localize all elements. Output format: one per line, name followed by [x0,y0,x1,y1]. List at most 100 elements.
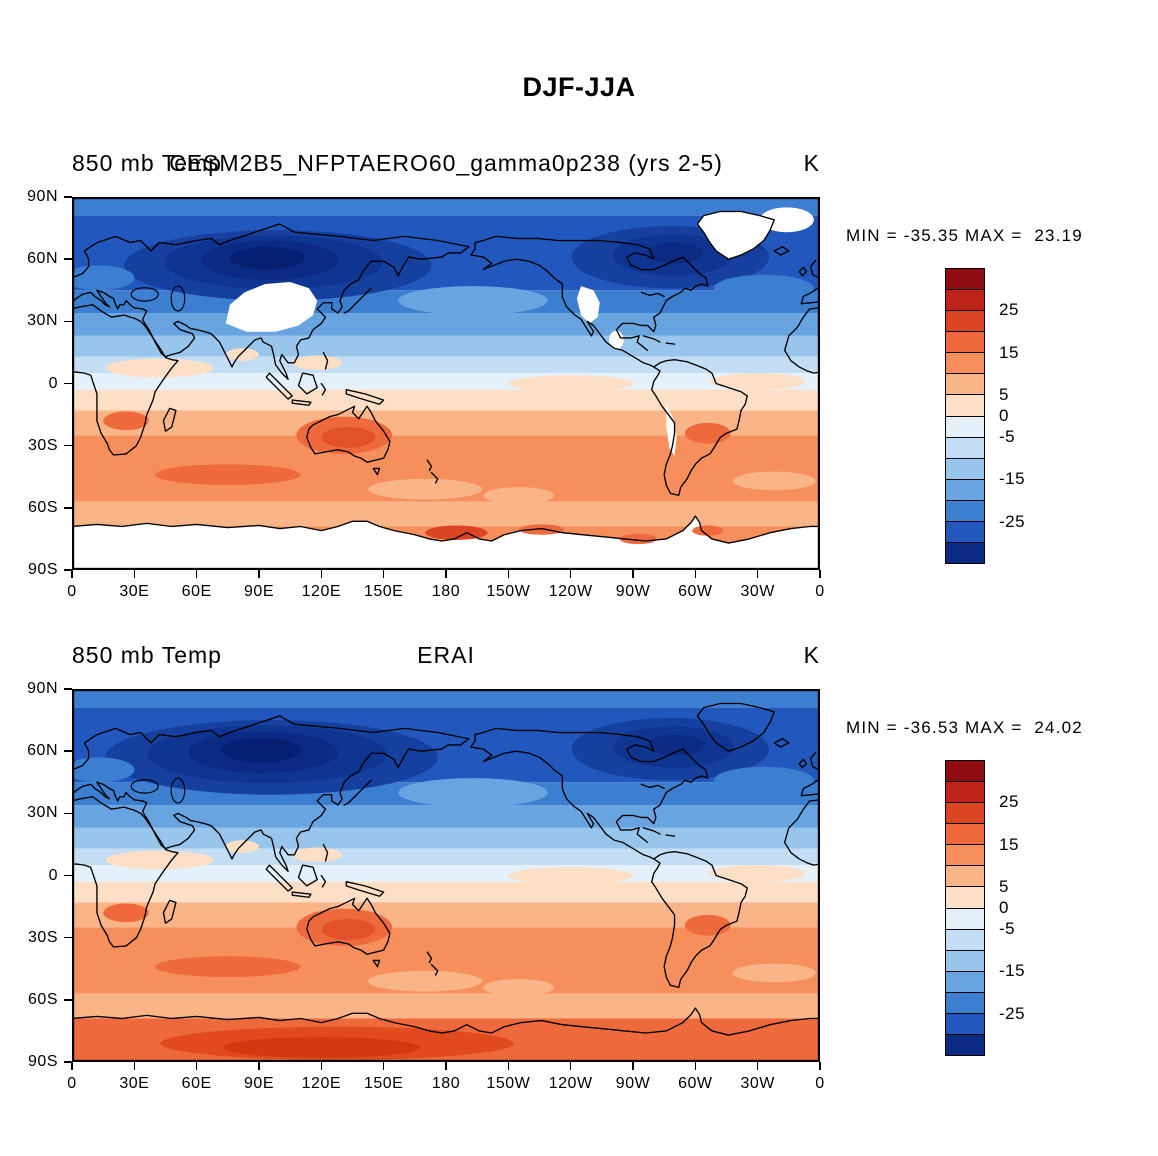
panel1-temperature-map [72,197,820,570]
colorbar-segment [945,823,985,846]
colorbar-label: 0 [999,406,1009,425]
colorbar-segment [945,289,985,312]
x-tick-label: 90W [615,1075,651,1092]
colorbar-label: -15 [999,961,1026,981]
x-tick-label: 150E [363,583,404,600]
panel2-title-center: ERAI [417,642,475,668]
colorbar-label: -15 [999,469,1026,489]
x-tickmark [756,1062,759,1070]
x-tick-label: 90E [244,583,274,600]
y-tickmark [64,444,72,447]
y-tick-label: 30S [28,928,58,946]
x-tick-label: 60E [181,583,212,600]
y-tickmark [64,258,72,260]
x-tickmark [195,1062,198,1070]
colorbar-label: 25 [999,792,1019,812]
x-tickmark [694,1062,697,1070]
x-tickmark [71,1062,73,1070]
x-tickmark [445,570,447,578]
y-tick-label: 30N [27,804,58,822]
x-tick-label: 120E [301,1075,342,1092]
colorbar-segment [945,781,985,804]
colorbar-label: 0 [999,898,1009,917]
y-tickmark [64,750,72,752]
panel2-colorbar [945,760,985,1057]
x-tickmark [507,1062,510,1070]
x-tick-label: 150E [363,1075,404,1092]
y-tick-label: 30N [27,312,58,330]
x-tick-label: 30W [740,1075,775,1092]
x-tickmark [694,570,697,578]
y-tickmark [64,382,72,385]
x-tick-label: 60W [678,583,713,600]
colorbar-label: -5 [999,427,1016,447]
y-tickmark [64,936,72,939]
y-tick-label: 90N [27,188,58,205]
x-tick-label: 90E [244,1075,274,1092]
colorbar-label: 5 [999,876,1009,896]
x-tick-label: 60E [181,1075,212,1092]
y-tickmark [64,812,72,815]
y-tick-label: 90N [27,680,58,697]
x-tickmark [320,570,323,578]
colorbar-segment [945,268,985,291]
y-tickmark [64,874,72,877]
x-tickmark [195,570,198,578]
colorbar-label: 5 [999,384,1009,404]
colorbar-segment [945,949,985,972]
y-tickmark [64,320,72,323]
x-tickmark [819,570,821,578]
y-tickmark [64,196,72,198]
panel2-title-left: 850 mb Temp [72,642,222,668]
x-tickmark [71,570,73,578]
y-tick-label: 90S [28,1053,58,1070]
colorbar-segment [945,352,985,375]
colorbar-segment [945,865,985,888]
y-tick-label: 0 [48,374,58,392]
y-tickmark [64,569,72,571]
y-tick-label: 90S [28,561,58,578]
x-tickmark [382,1062,385,1070]
colorbar-segment [945,373,985,396]
y-tick-label: 0 [48,866,58,884]
colorbar-segment [945,991,985,1014]
colorbar-label: 15 [999,342,1019,362]
panel2-temperature-map [72,689,820,1062]
x-tick-label: 30E [119,1075,150,1092]
x-tickmark [507,570,510,578]
colorbar-segment [945,499,985,522]
colorbar-segment [945,415,985,438]
x-tick-label: 0 [67,1075,77,1092]
y-tickmark [64,688,72,690]
x-tick-label: 180 [431,1075,461,1092]
x-tickmark [258,1062,260,1070]
y-tick-label: 60S [28,498,58,516]
panel1-units-label: K [803,150,820,176]
colorbar-segment [945,970,985,993]
y-tick-label: 60S [28,990,58,1008]
x-tick-label: 0 [67,583,77,600]
panel2-units-label: K [803,642,820,668]
x-tick-label: 90W [615,583,651,600]
x-tick-label: 150W [486,1075,531,1092]
panel1-title-left: 850 mb Temp [72,150,222,176]
x-tickmark [133,1062,136,1070]
colorbar-segment [945,1034,985,1057]
y-tickmark [64,1061,72,1063]
y-tick-label: 60N [27,250,58,268]
x-tickmark [569,570,572,578]
colorbar-label: 15 [999,834,1019,854]
x-tick-label: 120W [548,1075,593,1092]
colorbar-segment [945,478,985,501]
x-tickmark [133,570,136,578]
colorbar-segment [945,457,985,480]
x-tick-label: 30W [740,583,775,600]
map-canvas [72,197,820,570]
x-tick-label: 60W [678,1075,713,1092]
colorbar-segment [945,802,985,825]
x-tick-label: 120W [548,583,593,600]
x-tickmark [569,1062,572,1070]
x-tick-label: 180 [431,583,461,600]
colorbar-segment [945,542,985,565]
panel1-colorbar [945,268,985,565]
